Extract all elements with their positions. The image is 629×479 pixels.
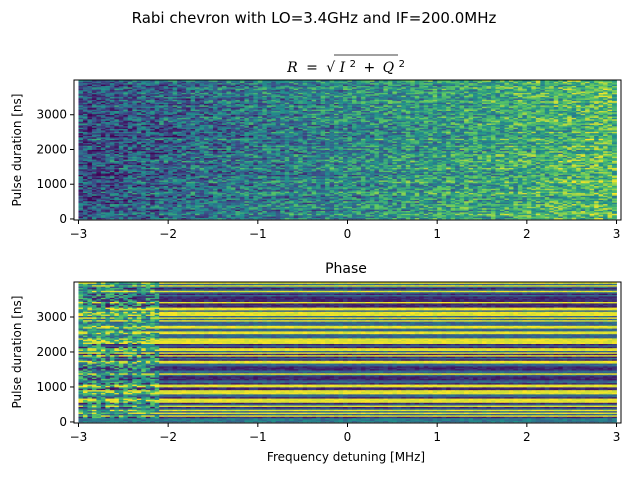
- title-q-symbol: Q: [383, 60, 395, 76]
- amplitude-heatmap-cells: [78, 80, 616, 219]
- title-i-symbol: I: [339, 60, 346, 76]
- title-q-exponent: 2: [399, 59, 405, 70]
- figure-suptitle: Rabi chevron with LO=3.4GHz and IF=200.0…: [132, 9, 497, 27]
- title-plus: +: [363, 60, 375, 76]
- amplitude-panel-title: R = √ I 2 + Q 2: [286, 55, 405, 76]
- title-equals: =: [306, 60, 318, 76]
- title-sqrt-sign: √: [326, 60, 335, 76]
- title-r-symbol: R: [286, 60, 298, 76]
- title-i-exponent: 2: [350, 59, 356, 70]
